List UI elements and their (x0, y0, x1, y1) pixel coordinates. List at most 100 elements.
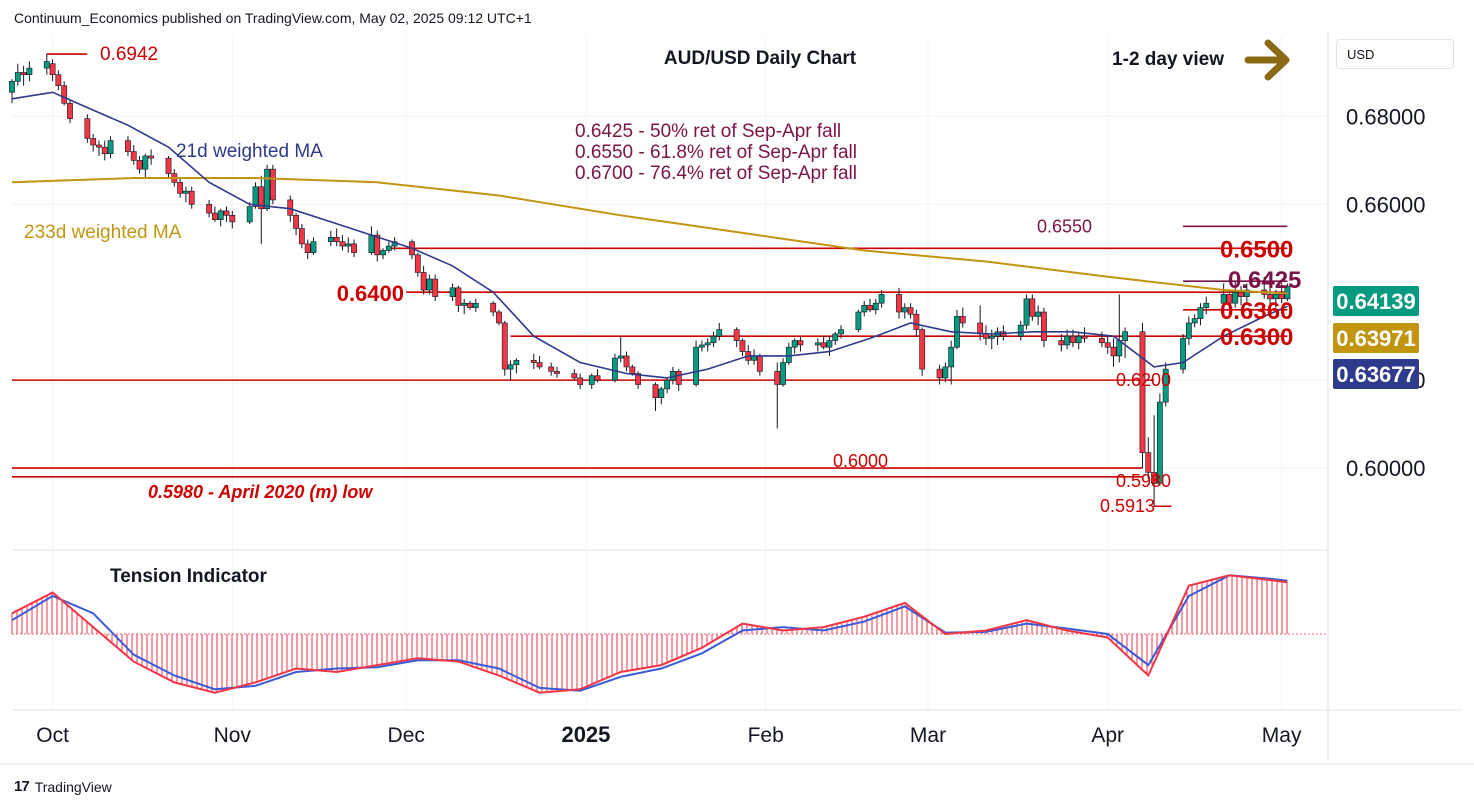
candle (548, 362, 555, 376)
candle-body (264, 168, 270, 210)
candle-body (461, 302, 468, 306)
candle-body (832, 333, 839, 341)
candle (339, 235, 346, 251)
candle (327, 230, 334, 247)
candle-body (1226, 294, 1233, 304)
candle (826, 336, 833, 356)
level-label: 0.6000 (833, 451, 888, 471)
candle-body (1064, 335, 1071, 346)
candle (374, 230, 381, 262)
candle-body (554, 371, 560, 374)
x-tick-label: Dec (388, 724, 425, 747)
candle (461, 298, 468, 315)
tension-slow-line (11, 574, 1288, 692)
candle (345, 237, 352, 253)
candle (1058, 333, 1065, 352)
y-tick-label: 0.68000 (1346, 104, 1426, 129)
candle (1180, 333, 1186, 374)
candle-body (959, 316, 966, 324)
candle-body (1081, 335, 1088, 339)
candle-body (130, 151, 137, 161)
candle-body (148, 155, 155, 159)
candle-body (617, 355, 624, 359)
level-label: 0.6400 (337, 281, 404, 306)
candle-body (467, 302, 473, 308)
candle (983, 325, 989, 345)
candle-body (948, 346, 955, 368)
candle (797, 336, 804, 352)
candle-body (304, 243, 311, 253)
candle-body (693, 346, 699, 385)
price-badges: 0.64139 0.63971 0.63677 (1333, 286, 1419, 389)
ma233-line (11, 177, 1288, 295)
candle-body (536, 362, 543, 368)
candle (264, 164, 270, 211)
currency-button[interactable]: USD (1336, 39, 1454, 69)
candle-body (223, 210, 230, 216)
price-badge: 0.64139 (1333, 286, 1419, 316)
candle (165, 155, 172, 178)
candle-body (1029, 298, 1036, 317)
candle-body (1017, 324, 1024, 337)
candle-body (339, 241, 346, 247)
candle (554, 366, 560, 378)
fib-note: 0.6550 - 61.8% ret of Sep-Apr fall (575, 142, 857, 163)
candle (901, 303, 908, 319)
candle (948, 340, 955, 385)
candle-body (1058, 340, 1065, 346)
candle (385, 241, 392, 253)
candle (1197, 303, 1204, 326)
candle-body (1145, 452, 1152, 473)
fib-note: 0.6700 - 76.4% ret of Sep-Apr fall (575, 163, 857, 184)
candle-body (652, 384, 659, 398)
candle (756, 353, 763, 376)
candle (751, 349, 757, 365)
candle-body (472, 302, 479, 308)
candle-body (571, 373, 578, 379)
candle-body (246, 206, 253, 223)
candle-body (1232, 291, 1239, 304)
candle (1035, 305, 1042, 326)
candle-body (1197, 307, 1204, 319)
candle (774, 362, 781, 429)
candle-body (61, 85, 68, 104)
ma21-line (11, 91, 1288, 379)
candle (1156, 393, 1163, 486)
candle-body (861, 305, 868, 313)
candle-body (432, 278, 439, 297)
footer: 17 TradingView (14, 778, 112, 795)
candle-body (455, 287, 462, 306)
x-tick-label: Mar (910, 724, 946, 747)
candle-body (420, 272, 427, 291)
candle (1116, 294, 1123, 363)
candle-body (1156, 401, 1163, 484)
candle-body (513, 360, 520, 366)
candle-body (977, 322, 984, 335)
level-label: 0.6360 (1220, 298, 1293, 325)
price-badge: 0.63971 (1333, 323, 1419, 353)
candle-body (675, 371, 682, 385)
candle-body (258, 186, 265, 210)
candle (588, 373, 595, 389)
x-tick-label: May (1262, 724, 1302, 747)
candle (258, 175, 265, 244)
candle-body (1041, 311, 1047, 341)
candle-body (1272, 294, 1279, 300)
candle (177, 177, 184, 198)
candle-body (594, 375, 601, 381)
candle (698, 340, 705, 352)
candle (513, 358, 520, 374)
candles (9, 54, 1291, 507)
candle (1139, 322, 1146, 469)
candle (913, 309, 920, 337)
candle (867, 298, 873, 312)
candle (229, 210, 236, 229)
candle-body (125, 140, 131, 152)
candle-body (177, 182, 184, 194)
candle (420, 265, 427, 295)
fib-note: 0.6425 - 50% ret of Sep-Apr fall (575, 121, 841, 142)
price-badge-bg (1333, 286, 1419, 316)
candle (1122, 327, 1128, 359)
candle (380, 248, 386, 260)
